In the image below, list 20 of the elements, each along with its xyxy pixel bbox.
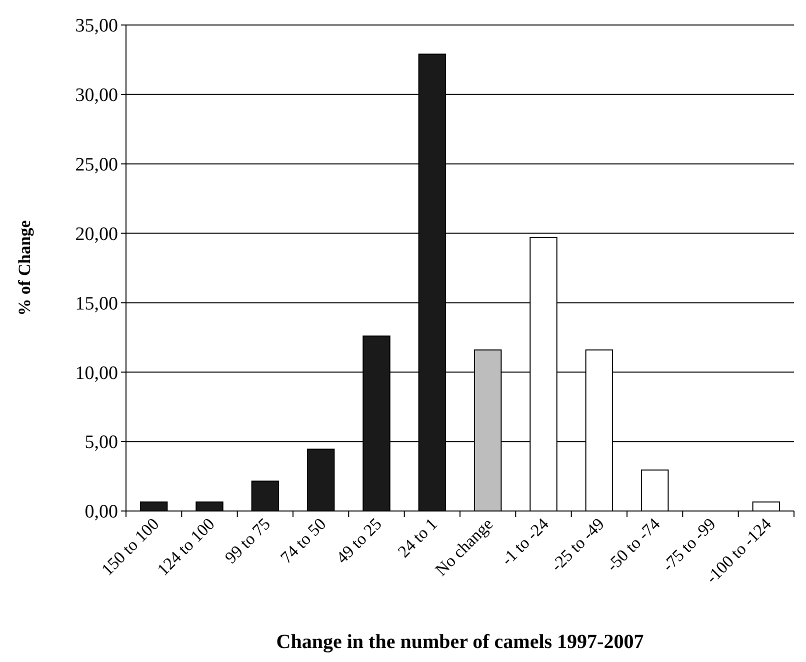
y-tick-label: 15,00 [75, 293, 118, 314]
bar [196, 501, 224, 512]
bar [140, 501, 168, 512]
bar [306, 448, 335, 512]
y-tick-label: 30,00 [75, 85, 118, 106]
x-tick-label: 74 to 50 [276, 514, 330, 568]
y-tick-label: 25,00 [75, 154, 118, 176]
bar [251, 480, 280, 512]
y-tick-label: 0,00 [84, 502, 118, 523]
x-tick-label: 49 to 25 [332, 514, 386, 568]
y-tick-label: 20,00 [75, 224, 118, 245]
y-tick-label: 35,00 [75, 16, 118, 37]
y-tick-label: 5,00 [84, 432, 118, 454]
y-tick-label: 10,00 [75, 362, 118, 384]
x-tick-label: 24 to 1 [394, 514, 441, 562]
bar [640, 470, 669, 512]
y-axis-title: % of Change [15, 220, 34, 316]
x-tick-label: 99 to 75 [221, 514, 274, 568]
bar [752, 501, 780, 512]
x-axis-title: Change in the number of camels 1997-2007 [276, 631, 644, 653]
